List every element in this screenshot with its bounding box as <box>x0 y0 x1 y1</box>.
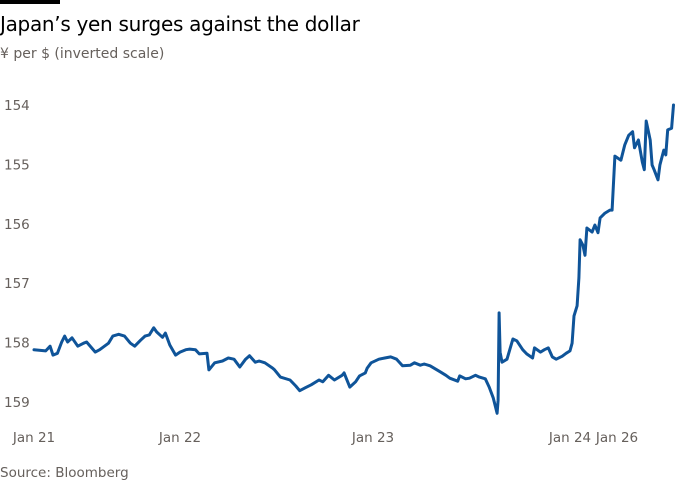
y-tick-label: 156 <box>4 217 30 233</box>
x-axis-ticks: Jan 21 Jan 22 Jan 23 Jan 24 Jan 26 <box>12 430 638 446</box>
x-tick-label: Jan 21 <box>12 430 55 446</box>
y-tick-label: 154 <box>4 98 30 114</box>
x-tick-label: Jan 23 <box>351 430 394 446</box>
brand-bar <box>0 0 60 4</box>
chart-subtitle: ¥ per $ (inverted scale) <box>0 46 165 62</box>
x-tick-label: Jan 26 <box>595 430 638 446</box>
x-tick-label: Jan 24 <box>548 430 591 446</box>
source-note: Source: Bloomberg <box>0 465 129 481</box>
y-axis-ticks: 154 155 156 157 158 159 <box>4 98 30 411</box>
y-tick-label: 157 <box>4 276 30 292</box>
y-tick-label: 159 <box>4 395 30 411</box>
y-tick-label: 155 <box>4 157 30 173</box>
y-tick-label: 158 <box>4 336 30 352</box>
series-line-usdjpy <box>32 103 675 415</box>
chart-title: Japan’s yen surges against the dollar <box>0 12 360 36</box>
x-tick-label: Jan 22 <box>158 430 201 446</box>
